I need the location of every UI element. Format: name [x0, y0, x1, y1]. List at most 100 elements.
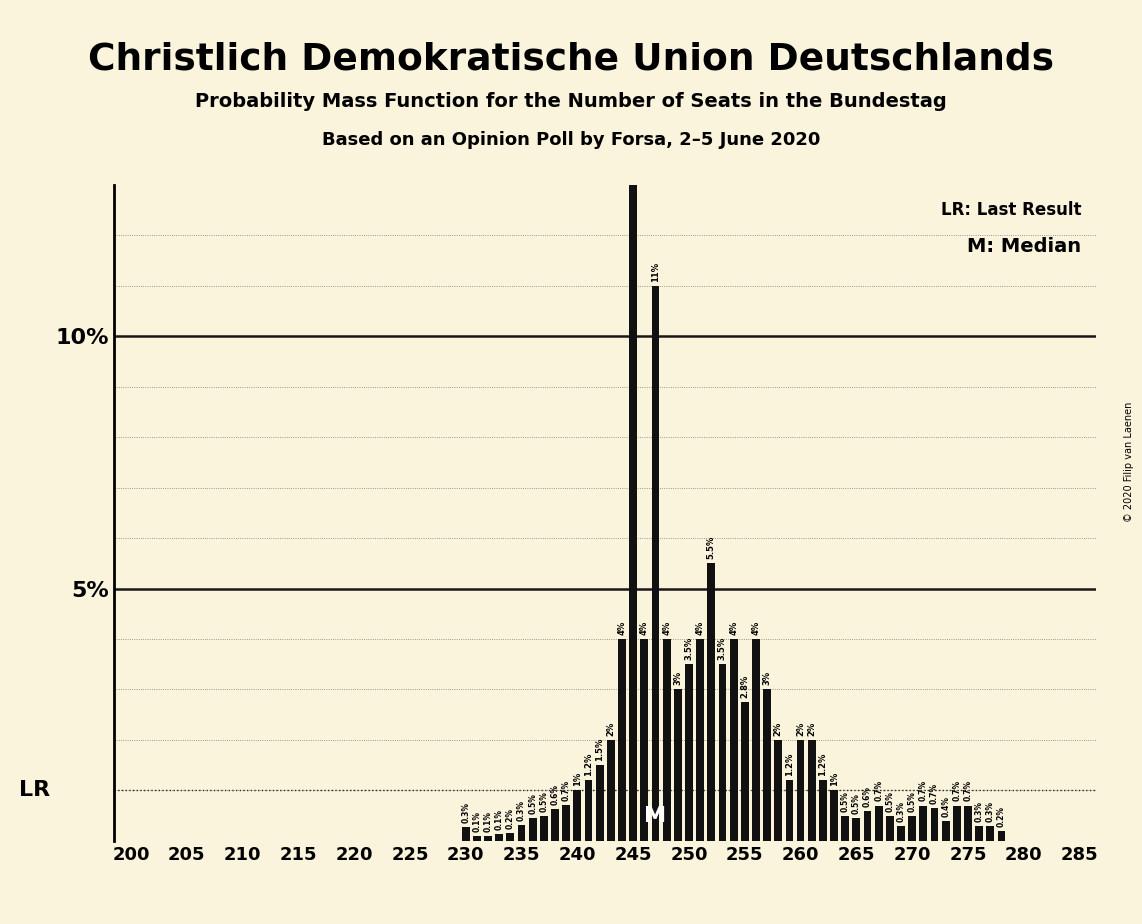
Bar — [540, 816, 548, 841]
Text: 1.2%: 1.2% — [584, 753, 593, 776]
Bar — [875, 806, 883, 841]
Bar — [753, 639, 759, 841]
Bar — [517, 825, 525, 841]
Bar — [562, 805, 570, 841]
Bar — [507, 833, 514, 841]
Text: 5.5%: 5.5% — [707, 536, 716, 559]
Text: 3.5%: 3.5% — [684, 637, 693, 660]
Text: 0.7%: 0.7% — [919, 781, 927, 801]
Bar — [807, 740, 815, 841]
Text: 3%: 3% — [674, 671, 682, 686]
Text: 0.7%: 0.7% — [562, 780, 571, 801]
Text: 0.3%: 0.3% — [461, 802, 471, 823]
Bar — [707, 564, 715, 841]
Text: 0.7%: 0.7% — [964, 781, 973, 801]
Bar — [774, 740, 782, 841]
Text: LR: Last Result: LR: Last Result — [941, 201, 1081, 219]
Text: © 2020 Filip van Laenen: © 2020 Filip van Laenen — [1124, 402, 1134, 522]
Text: 4%: 4% — [695, 621, 705, 635]
Text: 11%: 11% — [651, 261, 660, 282]
Bar — [606, 740, 614, 841]
Text: 0.2%: 0.2% — [997, 806, 1006, 827]
Text: M: M — [644, 806, 667, 826]
Bar — [662, 639, 670, 841]
Bar — [529, 818, 537, 841]
Bar — [473, 836, 481, 841]
Text: 0.5%: 0.5% — [885, 791, 894, 811]
Text: 1.2%: 1.2% — [819, 753, 828, 776]
Bar — [596, 765, 604, 841]
Bar — [629, 0, 637, 841]
Text: 0.3%: 0.3% — [974, 801, 983, 821]
Bar — [942, 821, 949, 841]
Bar — [685, 664, 693, 841]
Text: 0.3%: 0.3% — [517, 799, 526, 821]
Text: 0.1%: 0.1% — [483, 810, 492, 832]
Bar — [819, 780, 827, 841]
Text: 0.7%: 0.7% — [930, 783, 939, 804]
Bar — [952, 806, 960, 841]
Bar — [618, 639, 626, 841]
Text: M: Median: M: Median — [967, 237, 1081, 256]
Bar — [863, 810, 871, 841]
Bar — [763, 689, 771, 841]
Text: 3.5%: 3.5% — [718, 637, 727, 660]
Text: 1%: 1% — [829, 772, 838, 786]
Bar — [919, 806, 927, 841]
Text: 2%: 2% — [774, 722, 782, 736]
Text: 0.4%: 0.4% — [941, 796, 950, 817]
Text: 0.1%: 0.1% — [473, 810, 482, 832]
Text: 0.6%: 0.6% — [863, 785, 872, 807]
Bar — [674, 689, 682, 841]
Text: 2%: 2% — [796, 722, 805, 736]
Bar — [461, 827, 469, 841]
Bar — [975, 826, 983, 841]
Text: 1.2%: 1.2% — [785, 753, 794, 776]
Bar — [786, 780, 794, 841]
Text: 4%: 4% — [729, 621, 738, 635]
Bar — [741, 702, 749, 841]
Text: 0.2%: 0.2% — [506, 808, 515, 829]
Bar — [496, 833, 504, 841]
Text: 0.5%: 0.5% — [908, 791, 917, 811]
Text: 1%: 1% — [573, 772, 582, 786]
Bar — [898, 826, 904, 841]
Text: 3%: 3% — [763, 671, 772, 686]
Bar — [641, 639, 649, 841]
Bar — [842, 816, 850, 841]
Text: 0.3%: 0.3% — [986, 801, 995, 821]
Text: 0.3%: 0.3% — [896, 801, 906, 821]
Text: 4%: 4% — [662, 621, 671, 635]
Text: LR: LR — [19, 781, 50, 800]
Text: 0.5%: 0.5% — [529, 793, 537, 814]
Text: Probability Mass Function for the Number of Seats in the Bundestag: Probability Mass Function for the Number… — [195, 92, 947, 112]
Text: Based on an Opinion Poll by Forsa, 2–5 June 2020: Based on an Opinion Poll by Forsa, 2–5 J… — [322, 131, 820, 149]
Bar — [797, 740, 804, 841]
Text: 2%: 2% — [606, 722, 616, 736]
Bar — [998, 831, 1005, 841]
Text: 0.7%: 0.7% — [874, 781, 883, 801]
Text: 2.8%: 2.8% — [740, 675, 749, 698]
Text: 0.5%: 0.5% — [539, 791, 548, 812]
Text: 0.5%: 0.5% — [852, 793, 861, 814]
Text: 4%: 4% — [618, 621, 627, 635]
Text: 0.7%: 0.7% — [952, 781, 962, 801]
Bar — [931, 808, 939, 841]
Bar — [573, 790, 581, 841]
Bar — [908, 816, 916, 841]
Text: 0.6%: 0.6% — [550, 784, 560, 805]
Bar — [987, 826, 995, 841]
Text: 0.5%: 0.5% — [841, 791, 850, 811]
Bar — [718, 664, 726, 841]
Text: 4%: 4% — [751, 621, 761, 635]
Text: Christlich Demokratische Union Deutschlands: Christlich Demokratische Union Deutschla… — [88, 42, 1054, 78]
Bar — [852, 818, 860, 841]
Bar — [830, 790, 838, 841]
Bar — [697, 639, 703, 841]
Bar — [730, 639, 738, 841]
Bar — [552, 808, 558, 841]
Text: 4%: 4% — [640, 621, 649, 635]
Bar — [886, 816, 894, 841]
Bar — [484, 836, 492, 841]
Text: 1.5%: 1.5% — [595, 737, 604, 761]
